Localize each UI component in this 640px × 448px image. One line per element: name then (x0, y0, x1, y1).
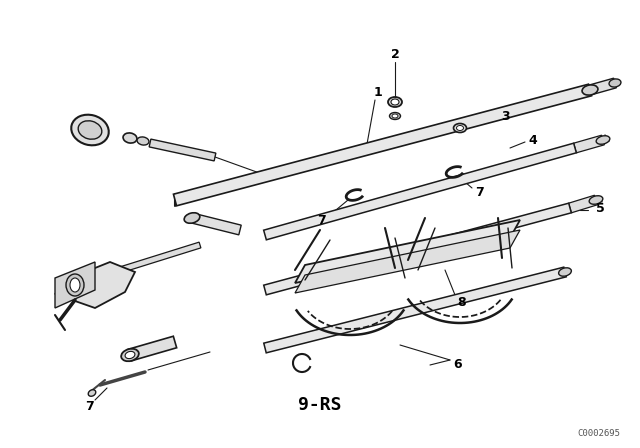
Text: 3: 3 (500, 109, 509, 122)
Ellipse shape (454, 124, 467, 133)
Text: 2: 2 (390, 48, 399, 61)
Polygon shape (191, 213, 241, 235)
Polygon shape (589, 78, 616, 95)
Text: C0002695: C0002695 (577, 429, 620, 438)
Polygon shape (568, 195, 598, 213)
Text: 1: 1 (374, 86, 382, 99)
Ellipse shape (123, 133, 137, 143)
Ellipse shape (184, 213, 200, 223)
Ellipse shape (66, 274, 84, 296)
Ellipse shape (589, 196, 603, 204)
Ellipse shape (125, 351, 135, 358)
Ellipse shape (71, 115, 109, 145)
Text: 8: 8 (458, 296, 467, 309)
Ellipse shape (388, 97, 402, 107)
Ellipse shape (559, 268, 572, 276)
Polygon shape (264, 143, 577, 240)
Polygon shape (295, 230, 520, 293)
Ellipse shape (78, 121, 102, 139)
Ellipse shape (137, 137, 149, 145)
Polygon shape (264, 203, 572, 295)
Polygon shape (295, 220, 520, 283)
Ellipse shape (390, 112, 401, 120)
Ellipse shape (582, 85, 598, 95)
Text: 5: 5 (596, 202, 604, 215)
Ellipse shape (392, 114, 398, 118)
Polygon shape (55, 262, 95, 308)
Ellipse shape (70, 278, 80, 292)
Ellipse shape (596, 136, 610, 144)
Ellipse shape (456, 125, 463, 130)
Text: 7: 7 (317, 214, 326, 227)
Polygon shape (573, 135, 604, 153)
Ellipse shape (121, 349, 139, 361)
Text: 9-RS: 9-RS (298, 396, 342, 414)
Ellipse shape (88, 390, 96, 396)
Polygon shape (55, 262, 135, 308)
Text: 6: 6 (454, 358, 462, 370)
Text: 7: 7 (86, 401, 94, 414)
Text: 4: 4 (529, 134, 538, 146)
Polygon shape (264, 267, 566, 353)
Text: 7: 7 (476, 185, 484, 198)
Polygon shape (129, 336, 177, 361)
Ellipse shape (391, 99, 399, 105)
Polygon shape (173, 84, 591, 206)
Polygon shape (149, 139, 216, 161)
Polygon shape (119, 242, 201, 273)
Ellipse shape (609, 79, 621, 87)
